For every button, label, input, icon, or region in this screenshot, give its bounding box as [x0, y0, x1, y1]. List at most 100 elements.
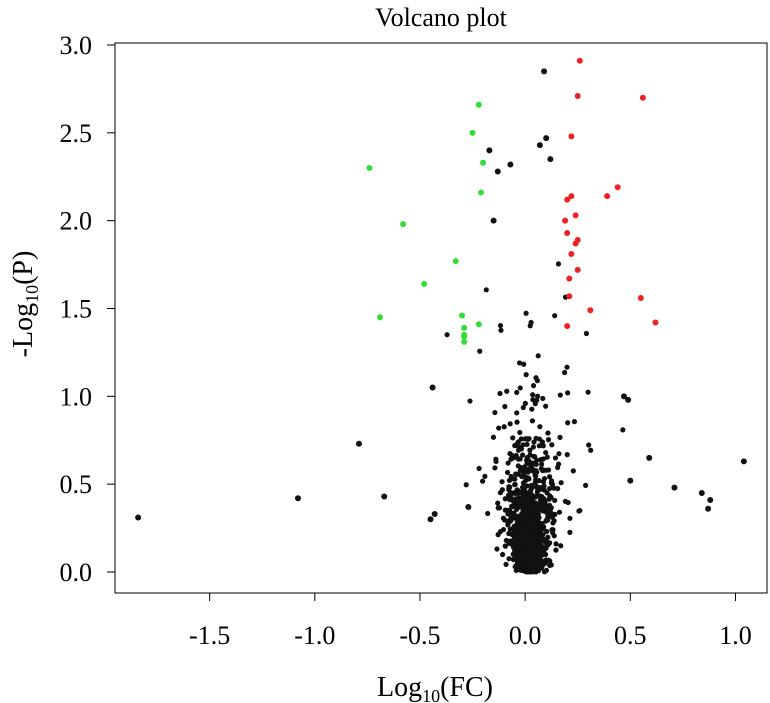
scatter-point-ns	[479, 478, 486, 484]
scatter-point-ns	[514, 506, 520, 512]
scatter-point-up	[652, 319, 659, 326]
scatter-point-ns	[525, 547, 532, 553]
scatter-point-ns	[551, 533, 557, 539]
scatter-point-ns	[535, 353, 541, 359]
scatter-point-ns	[547, 485, 553, 492]
scatter-point-ns	[525, 535, 531, 541]
scatter-point-ns	[504, 469, 511, 476]
x-tick-label: 0.5	[614, 621, 647, 650]
scatter-point-ns	[540, 395, 546, 402]
scatter-point-ns	[586, 442, 592, 448]
scatter-point-ns	[477, 348, 483, 354]
scatter-point-ns	[514, 389, 520, 396]
scatter-point-ns	[529, 540, 535, 546]
scatter-point-ns	[515, 513, 521, 519]
scatter-point-ns	[564, 452, 570, 458]
scatter-point-ns	[512, 489, 518, 496]
scatter-point-ns	[502, 543, 508, 549]
scatter-point-ns	[565, 420, 571, 426]
scatter-point-ns	[539, 461, 545, 467]
scatter-point-ns	[555, 261, 562, 267]
scatter-point-ns	[506, 484, 512, 490]
scatter-point-ns	[547, 156, 554, 163]
scatter-point-ns	[544, 454, 550, 460]
scatter-point-ns	[530, 444, 536, 450]
scatter-point-ns	[538, 534, 544, 540]
scatter-point-ns	[556, 451, 562, 457]
scatter-point-ns	[482, 473, 488, 479]
scatter-point-ns	[505, 520, 512, 526]
scatter-point-ns	[496, 425, 502, 431]
scatter-point-down	[377, 314, 384, 321]
scatter-point-ns	[524, 441, 530, 448]
scatter-point-ns	[555, 464, 561, 471]
scatter-point-ns	[517, 566, 523, 572]
scatter-point-ns	[483, 287, 489, 293]
scatter-point-ns	[518, 490, 524, 496]
scatter-point-ns	[381, 493, 388, 500]
scatter-point-ns	[556, 509, 563, 515]
scatter-point-ns	[508, 515, 514, 522]
scatter-point-ns	[571, 419, 578, 425]
scatter-point-down	[461, 333, 468, 340]
scatter-point-ns	[564, 364, 570, 370]
scatter-point-ns	[520, 480, 527, 486]
x-tick-label: -1.0	[294, 621, 335, 650]
scatter-point-ns	[538, 465, 545, 472]
scatter-point-ns	[545, 517, 551, 523]
scatter-point-ns	[533, 524, 539, 531]
scatter-point-ns	[504, 388, 510, 394]
scatter-point-ns	[534, 393, 541, 399]
scatter-point-ns	[557, 392, 563, 398]
scatter-point-ns	[522, 436, 528, 442]
scatter-point-ns	[523, 516, 529, 522]
scatter-point-ns	[463, 482, 469, 488]
scatter-point-ns	[519, 499, 525, 505]
scatter-point-ns	[541, 68, 548, 75]
scatter-point-down	[461, 338, 468, 345]
scatter-point-ns	[526, 519, 533, 526]
scatter-point-ns	[505, 460, 511, 466]
scatter-point-ns	[538, 542, 544, 548]
scatter-point-ns	[567, 529, 573, 536]
scatter-point-ns	[525, 565, 531, 571]
scatter-point-ns	[545, 437, 552, 443]
scatter-point-ns	[517, 429, 523, 436]
scatter-point-ns	[490, 217, 497, 224]
scatter-point-ns	[533, 375, 539, 381]
scatter-point-ns	[517, 560, 523, 566]
scatter-point-down	[421, 280, 428, 287]
scatter-point-ns	[515, 524, 521, 531]
scatter-point-ns	[501, 424, 507, 430]
scatter-point-ns	[499, 479, 505, 485]
scatter-point-ns	[625, 396, 632, 403]
scatter-point-ns	[492, 465, 498, 471]
scatter-point-ns	[530, 392, 536, 398]
scatter-point-down	[475, 101, 482, 108]
scatter-point-ns	[558, 543, 564, 549]
scatter-point-ns	[541, 475, 548, 482]
scatter-point-ns	[530, 397, 536, 403]
y-tick-label: 2.5	[60, 119, 93, 148]
y-tick-label: 1.0	[60, 382, 93, 411]
scatter-point-ns	[520, 505, 526, 511]
scatter-point-ns	[543, 135, 550, 142]
scatter-point-ns	[528, 482, 534, 489]
scatter-point-ns	[524, 457, 531, 463]
scatter-point-ns	[561, 369, 568, 376]
scatter-point-ns	[517, 385, 523, 391]
scatter-point-ns	[557, 434, 563, 440]
y-tick-label: 0.0	[60, 558, 93, 587]
scatter-point-ns	[467, 398, 473, 404]
scatter-point-ns	[520, 442, 526, 448]
scatter-point-ns	[543, 545, 549, 551]
scatter-point-ns	[497, 490, 504, 496]
scatter-point-up	[574, 92, 581, 99]
scatter-point-ns	[527, 447, 533, 453]
scatter-point-ns	[524, 483, 530, 489]
scatter-point-ns	[505, 507, 511, 513]
scatter-point-ns	[547, 474, 553, 480]
scatter-point-ns	[496, 505, 503, 511]
x-axis-label: Log10(FC)	[377, 672, 493, 703]
